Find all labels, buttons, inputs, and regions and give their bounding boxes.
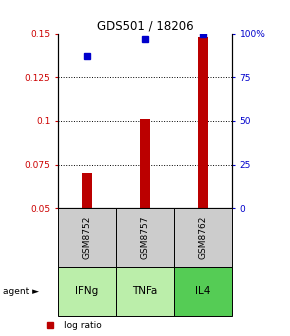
Text: agent ►: agent ► — [3, 287, 39, 296]
Bar — [58, 208, 116, 267]
Text: IFNg: IFNg — [75, 287, 99, 296]
Text: IL4: IL4 — [195, 287, 211, 296]
Title: GDS501 / 18206: GDS501 / 18206 — [97, 19, 193, 33]
Bar — [58, 267, 116, 316]
Bar — [116, 267, 174, 316]
Bar — [82, 173, 92, 208]
Text: GSM8757: GSM8757 — [140, 216, 150, 259]
Bar — [116, 208, 174, 267]
Text: log ratio: log ratio — [64, 321, 102, 330]
Text: TNFa: TNFa — [132, 287, 158, 296]
Bar — [198, 37, 208, 208]
Bar — [174, 267, 232, 316]
Text: GSM8752: GSM8752 — [82, 216, 92, 259]
Bar — [174, 208, 232, 267]
Text: GSM8762: GSM8762 — [198, 216, 208, 259]
Bar — [140, 119, 150, 208]
